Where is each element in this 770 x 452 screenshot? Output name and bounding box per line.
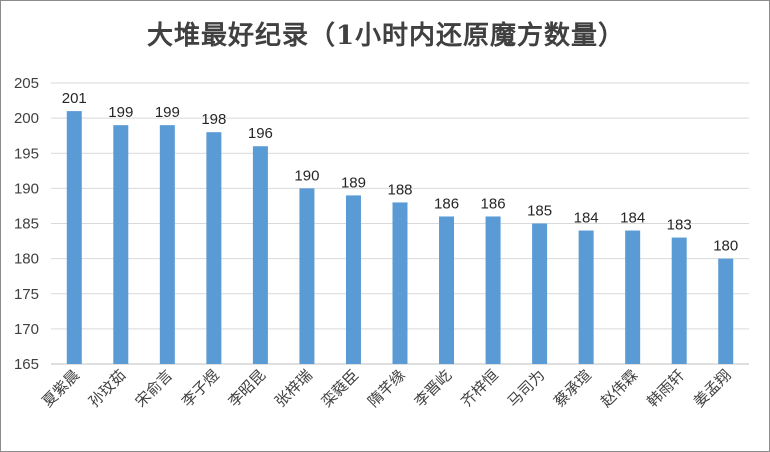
data-label: 186 bbox=[434, 195, 459, 212]
data-label: 199 bbox=[108, 104, 133, 121]
bar bbox=[578, 230, 594, 364]
data-label: 185 bbox=[527, 203, 552, 220]
y-axis-ticks: 165 170 175 180 185 190 195 200 205 bbox=[14, 75, 39, 373]
category-label: 蔡承瑄 bbox=[550, 366, 595, 411]
bar bbox=[206, 132, 222, 364]
bar bbox=[299, 188, 315, 364]
category-label: 李昭昆 bbox=[225, 366, 270, 411]
category-label: 赵伟霖 bbox=[597, 366, 642, 411]
y-tick-label: 175 bbox=[14, 286, 39, 303]
data-labels: 201 199 199 198 196 190 189 188 186 186 185 184 184 1… bbox=[62, 90, 738, 255]
bar bbox=[66, 111, 82, 364]
data-label: 198 bbox=[201, 111, 226, 128]
y-tick-label: 170 bbox=[14, 321, 39, 338]
bar bbox=[718, 258, 734, 364]
bar bbox=[159, 125, 175, 365]
data-label: 184 bbox=[574, 210, 599, 227]
category-label: 韩雨轩 bbox=[643, 366, 688, 411]
data-label: 188 bbox=[387, 181, 412, 198]
data-label: 184 bbox=[620, 210, 645, 227]
data-label: 180 bbox=[713, 238, 738, 255]
data-label: 199 bbox=[155, 104, 180, 121]
data-label: 183 bbox=[667, 217, 692, 234]
y-tick-label: 200 bbox=[14, 110, 39, 127]
y-tick-label: 205 bbox=[14, 75, 39, 92]
data-label: 190 bbox=[294, 167, 319, 184]
bar bbox=[671, 237, 687, 364]
y-tick-label: 195 bbox=[14, 145, 39, 162]
bar bbox=[392, 202, 408, 364]
category-label: 夏紫晨 bbox=[39, 366, 84, 411]
category-label: 马司为 bbox=[504, 366, 549, 411]
category-label: 隋芊缘 bbox=[364, 366, 409, 411]
bars bbox=[66, 111, 734, 365]
category-label: 齐梓恒 bbox=[457, 366, 502, 411]
y-tick-label: 190 bbox=[14, 180, 39, 197]
data-label: 186 bbox=[481, 195, 506, 212]
category-label: 姜孟翔 bbox=[690, 366, 735, 411]
bar bbox=[113, 125, 129, 365]
category-label: 李晋屹 bbox=[411, 366, 456, 411]
y-tick-label: 185 bbox=[14, 216, 39, 233]
category-label: 宋俞言 bbox=[132, 366, 177, 411]
bar bbox=[252, 146, 268, 364]
bar bbox=[532, 223, 548, 364]
y-tick-label: 180 bbox=[14, 251, 39, 268]
bar bbox=[439, 216, 455, 364]
bar bbox=[625, 230, 641, 364]
category-label: 张梓瑞 bbox=[271, 366, 316, 411]
data-label: 189 bbox=[341, 174, 366, 191]
bar bbox=[485, 216, 501, 364]
y-tick-label: 165 bbox=[14, 356, 39, 373]
category-label: 李子煜 bbox=[178, 366, 223, 411]
bar bbox=[345, 195, 361, 364]
category-labels: 夏紫晨 孙玟茹 宋俞言 李子煜 李昭昆 张梓瑞 栾蕤臣 隋芊缘 李晋屹 齐梓恒 马司为 蔡承瑄 赵伟霖韩… bbox=[39, 366, 735, 411]
category-label: 栾蕤臣 bbox=[318, 366, 363, 411]
chart-title: 大堆最好纪录（1小时内还原魔方数量） bbox=[146, 21, 626, 51]
category-label: 孙玟茹 bbox=[85, 366, 130, 411]
data-label: 196 bbox=[248, 125, 273, 142]
data-label: 201 bbox=[62, 90, 87, 107]
